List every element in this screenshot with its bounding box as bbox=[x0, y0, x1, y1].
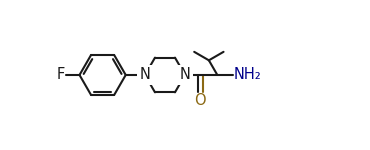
Text: N: N bbox=[179, 68, 191, 82]
Text: F: F bbox=[57, 68, 65, 82]
Text: NH₂: NH₂ bbox=[233, 68, 261, 82]
Text: O: O bbox=[195, 93, 206, 108]
Text: N: N bbox=[139, 68, 150, 82]
